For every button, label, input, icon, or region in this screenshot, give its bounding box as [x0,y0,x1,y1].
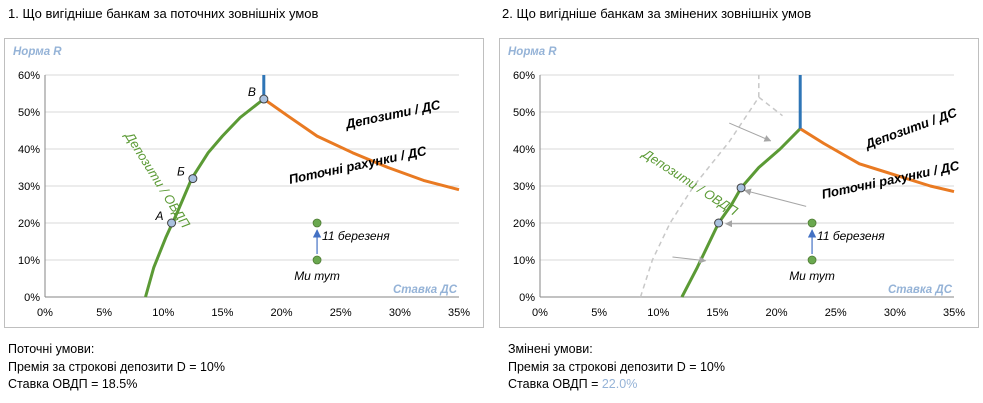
series-green-line [680,127,802,298]
shift-arrow [743,188,807,207]
old-curve-dashed [758,96,783,117]
chart-1: 0% 10% 20% 30% 40% 50% 60% 0% 5% 10% 15% 20% 25% 30% 3… [13,46,470,319]
x-axis-title: Ставка ДС [888,284,953,296]
y-tick-label: 20% [513,218,535,230]
panel-1-conditions: Поточні умови: Премія за строкові депози… [8,341,225,394]
point-marker [714,218,724,228]
conditions-premium: Премія за строкові депозити D = 10% [508,359,725,374]
conditions-heading: Поточні умови: [8,342,95,356]
y-tick-label: 50% [513,107,535,119]
x-tick-label: 35% [943,307,965,319]
conditions-heading: Змінені умови: [508,342,593,356]
current-point-marker [807,255,817,265]
bond-rate-label: Ставка ОВДП = [8,377,102,391]
curve-annotation: Поточні рахунки / ДС [287,143,428,187]
y-tick-label: 20% [18,218,40,230]
panel-2-conditions: Змінені умови: Премія за строкові депози… [508,341,725,394]
y-tick-label: 40% [513,144,535,156]
conditions-bond-rate: Ставка ОВДП = 22.0% [508,376,725,394]
point-marker [259,94,269,104]
panel-1-title: 1. Що вигідніше банкам за поточних зовні… [8,6,319,21]
point-label: B [248,85,256,99]
conditions-premium: Премія за строкові депозити D = 10% [8,359,225,374]
x-tick-label: 15% [706,307,728,319]
y-tick-label: 30% [18,181,40,193]
point-label: Б [177,165,185,179]
x-tick-label: 0% [532,307,548,319]
x-tick-label: 20% [271,307,293,319]
x-axis-title: Ставка ДС [393,284,458,296]
old-curve-dashed [639,75,760,298]
x-tick-label: 30% [884,307,906,319]
current-point-label: Ми тут [789,269,835,283]
y-tick-label: 50% [18,107,40,119]
bond-rate-label: Ставка ОВДП = [508,377,602,391]
chart-1-frame: 0% 10% 20% 30% 40% 50% 60% 0% 5% 10% 15% 20% 25% 30% 3… [4,38,484,328]
march-point-label: 11 березеня [817,229,885,243]
y-tick-label: 10% [18,255,40,267]
x-tick-label: 10% [647,307,669,319]
point-marker [736,183,746,193]
curve-annotation: Депозити / ДС [343,97,442,132]
point-marker [167,218,177,228]
x-tick-label: 25% [825,307,847,319]
panel-2-title: 2. Що вигідніше банкам за змінених зовні… [502,6,812,21]
shift-arrow [729,122,772,142]
x-tick-label: 10% [152,307,174,319]
y-tick-label: 60% [513,70,535,82]
chart-2-frame: 0% 10% 20% 30% 40% 50% 60% 0% 5% 10% 15% 20% 25% 30% 3… [499,38,979,328]
x-tick-label: 0% [37,307,53,319]
series-orange-line [262,97,460,192]
y-axis-title: Норма R [13,46,62,58]
x-tick-label: 25% [330,307,352,319]
march-point-label: 11 березеня [322,229,390,243]
y-tick-label: 30% [513,181,535,193]
series-orange-line [799,127,955,194]
y-tick-label: 40% [18,144,40,156]
x-tick-label: 5% [96,307,112,319]
march-point-marker [807,218,817,228]
x-tick-label: 15% [211,307,233,319]
y-tick-label: 10% [513,255,535,267]
x-tick-label: 20% [766,307,788,319]
chart-2: 0% 10% 20% 30% 40% 50% 60% 0% 5% 10% 15% 20% 25% 30% 3… [508,46,965,319]
current-point-marker [312,255,322,265]
curve-annotation: Поточні рахунки / ДС [820,158,961,202]
curve-annotation: Депозити / ОВДП [638,145,740,219]
conditions-bond-rate: Ставка ОВДП = 18.5% [8,376,225,394]
march-point-marker [312,218,322,228]
x-tick-label: 5% [591,307,607,319]
shift-arrow [672,256,707,264]
y-tick-label: 60% [18,70,40,82]
point-label: A [155,209,164,223]
y-tick-label: 0% [519,292,535,304]
x-tick-label: 30% [389,307,411,319]
bond-rate-value: 18.5% [101,377,138,391]
current-point-label: Ми тут [294,269,340,283]
y-tick-label: 0% [24,292,40,304]
y-axis-title: Норма R [508,46,557,58]
bond-rate-value: 22.0% [601,377,638,391]
x-tick-label: 35% [448,307,470,319]
point-marker [188,174,198,184]
